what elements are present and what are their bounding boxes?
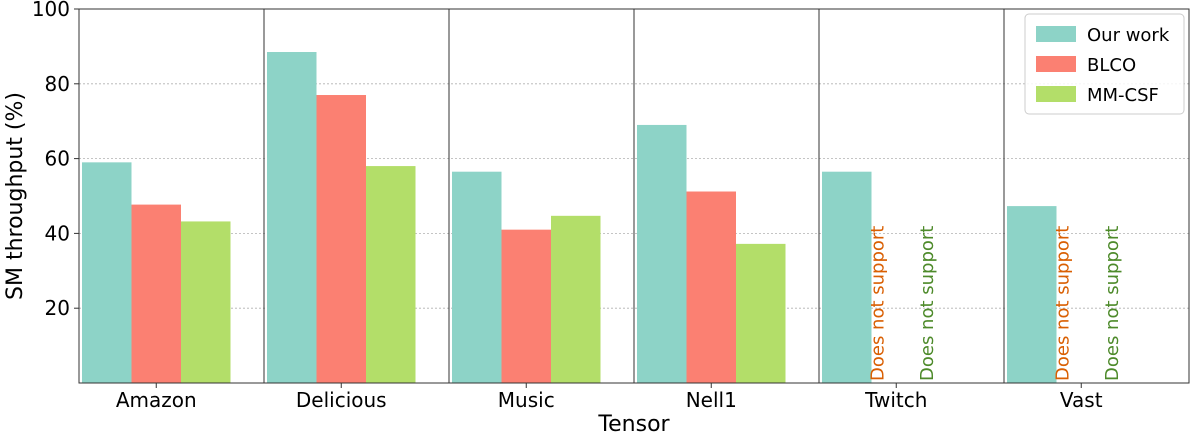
legend-swatch	[1036, 86, 1076, 102]
not-supported-label: Does not support	[917, 226, 938, 381]
legend-label: Our work	[1087, 25, 1170, 46]
x-axis-ticks: Amazon Delicious Music Nell1 Twitch Vast	[116, 383, 1103, 412]
bar	[452, 171, 502, 383]
bar	[181, 221, 231, 383]
not-supported-label: Does not support	[867, 226, 888, 381]
x-tick-label: Vast	[1060, 388, 1103, 412]
bar	[736, 243, 786, 383]
annotations: Does not support Does not support Does not…	[867, 226, 1123, 381]
bars	[82, 52, 1057, 384]
x-tick-label: Music	[498, 388, 555, 412]
x-axis-label: Tensor	[597, 412, 670, 436]
not-supported-label: Does not support	[1102, 226, 1123, 381]
bar	[501, 229, 551, 383]
legend-swatch	[1036, 26, 1076, 42]
y-axis-ticks: 20 40 60 80 100	[32, 0, 79, 320]
bar	[637, 124, 687, 383]
x-tick-label: Delicious	[296, 388, 387, 412]
y-tick-label: 80	[45, 72, 70, 96]
plot-frame	[78, 8, 1190, 384]
bar	[267, 52, 317, 383]
not-supported-label: Does not support	[1052, 226, 1073, 381]
x-tick-label: Amazon	[116, 388, 197, 412]
legend-label: MM-CSF	[1087, 85, 1159, 106]
y-tick-label: 40	[45, 221, 70, 245]
bar	[131, 204, 181, 383]
bar	[316, 95, 366, 384]
legend: Our work BLCO MM-CSF	[1024, 13, 1185, 115]
category-separators	[263, 9, 1005, 383]
y-tick-label: 60	[45, 147, 70, 171]
y-axis-label: SM throughput (%)	[3, 92, 28, 300]
bar	[551, 215, 601, 383]
y-tick-label: 100	[32, 0, 70, 21]
x-tick-label: Twitch	[864, 388, 927, 412]
legend-label: BLCO	[1087, 55, 1136, 76]
bar	[686, 191, 736, 383]
bar	[1007, 206, 1057, 383]
bar	[82, 162, 132, 383]
x-tick-label: Nell1	[686, 388, 737, 412]
y-tick-label: 20	[45, 296, 70, 320]
bar	[366, 166, 416, 383]
legend-swatch	[1036, 56, 1076, 72]
bar	[822, 171, 872, 383]
